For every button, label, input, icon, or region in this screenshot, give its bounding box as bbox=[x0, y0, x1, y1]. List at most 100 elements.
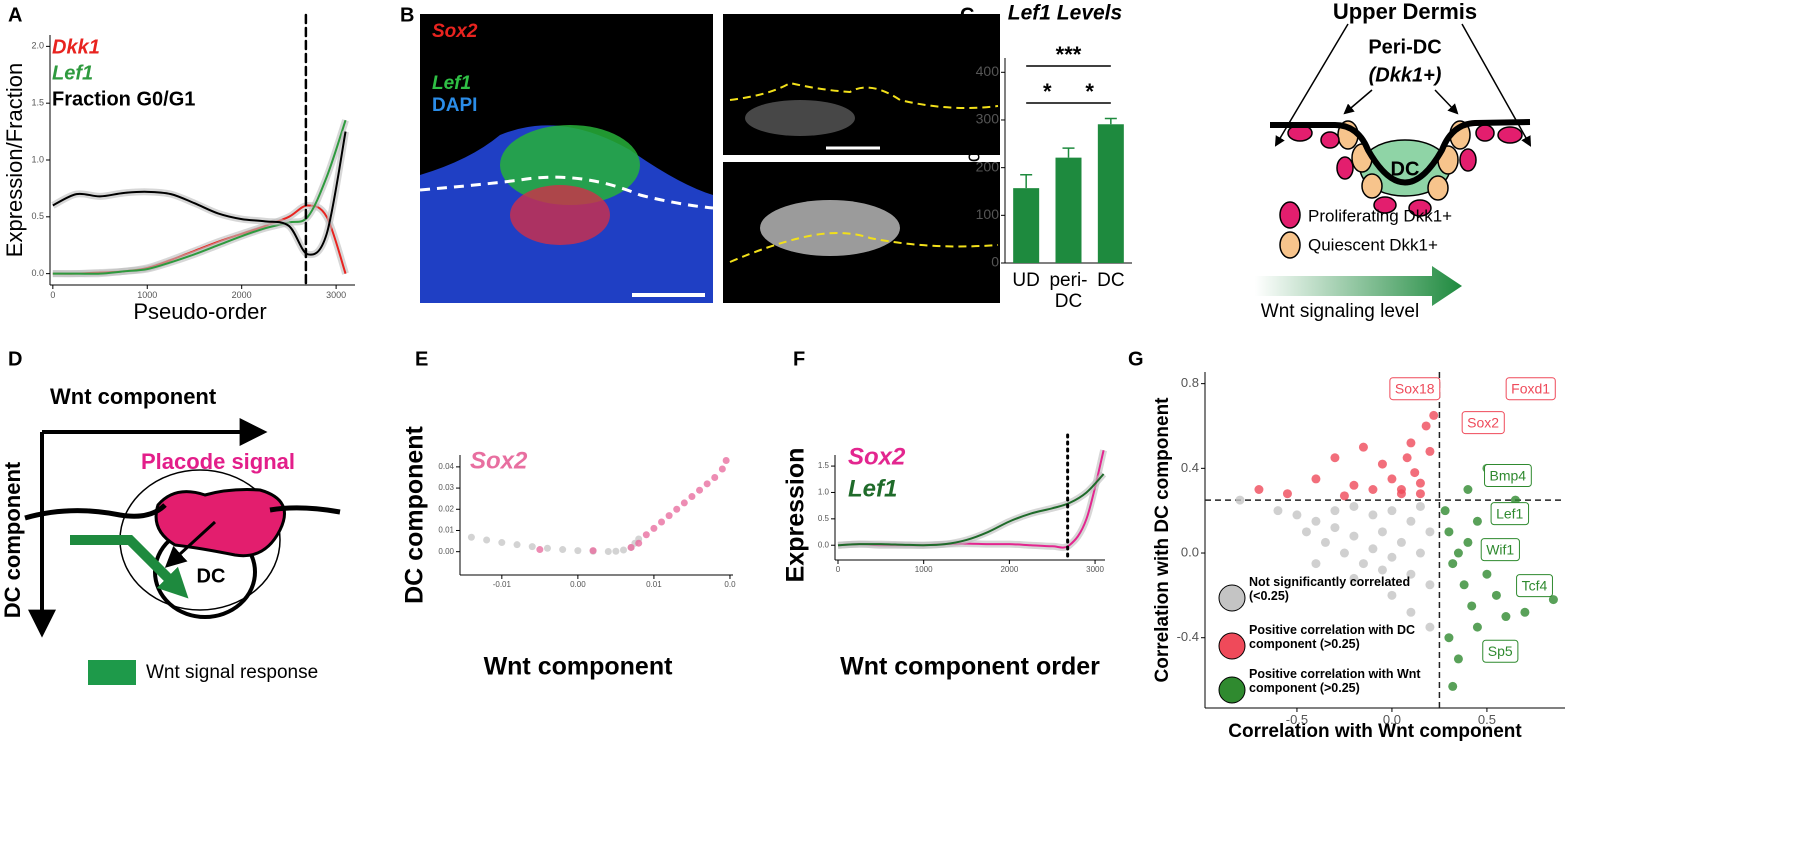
y-tick-label: 0 bbox=[991, 254, 999, 270]
x-tick-label: 1000 bbox=[915, 565, 933, 574]
arrow bbox=[1343, 89, 1373, 115]
point bbox=[1311, 559, 1321, 569]
point bbox=[1440, 506, 1450, 516]
panel-label: A bbox=[8, 4, 22, 26]
point bbox=[543, 544, 551, 552]
legend-label: Positive correlation with Wnt component … bbox=[1249, 668, 1421, 695]
arrow bbox=[164, 520, 217, 568]
point bbox=[1254, 485, 1264, 495]
x-axis-label: Pseudo-order bbox=[133, 299, 266, 324]
image-lef1-top bbox=[723, 14, 1000, 155]
significance-label: * bbox=[1043, 79, 1052, 104]
panel-label: F bbox=[793, 348, 805, 370]
diagram-label: Placode signal bbox=[141, 449, 295, 474]
y-tick-label: -0.4 bbox=[1177, 629, 1199, 644]
point bbox=[722, 457, 730, 465]
point bbox=[1349, 573, 1359, 583]
point bbox=[1387, 552, 1397, 562]
gene-annotation: Sp5 bbox=[1488, 643, 1513, 659]
y-tick-label: 1.5 bbox=[31, 98, 44, 108]
gradient-arrow bbox=[1255, 266, 1462, 306]
bar bbox=[1055, 157, 1082, 263]
gradient-label: Wnt signaling level bbox=[1261, 301, 1419, 322]
point bbox=[1330, 453, 1340, 463]
gene-annotation: Sox18 bbox=[1395, 381, 1435, 397]
annotation-box bbox=[1516, 574, 1553, 598]
x-tick-label: 3000 bbox=[1086, 565, 1104, 574]
x-tick-label: 0.5 bbox=[1478, 712, 1496, 727]
point bbox=[1273, 506, 1283, 516]
x-tick-label: 3000 bbox=[326, 290, 346, 300]
point bbox=[536, 546, 544, 554]
point bbox=[1448, 559, 1458, 569]
legend-label: Fraction G0/G1 bbox=[52, 88, 195, 110]
legend-label: Positive correlation with DC component (… bbox=[1249, 624, 1416, 651]
annotation-box bbox=[1505, 377, 1556, 401]
axis-label: Wnt component bbox=[50, 384, 217, 409]
point bbox=[1444, 633, 1454, 643]
epidermis-line bbox=[24, 503, 341, 521]
annotation-box bbox=[1480, 538, 1520, 562]
lef1-region bbox=[500, 125, 640, 205]
x-tick-label-box: peri-DC bbox=[1049, 271, 1087, 312]
point bbox=[1453, 654, 1463, 664]
y-tick-label: 0.0 bbox=[818, 540, 830, 549]
legend-label-box: Not significantly correlated (<0.25) bbox=[1249, 576, 1410, 603]
y-tick-label: 1.0 bbox=[31, 154, 44, 164]
y-tick-label: 0.00 bbox=[438, 547, 454, 556]
y-tick-label: 1.0 bbox=[818, 488, 830, 497]
y-tick-label: 0.0 bbox=[1181, 544, 1199, 559]
x-tick-label: 2000 bbox=[232, 290, 252, 300]
y-tick-label: 200 bbox=[976, 158, 1000, 174]
annotation-box bbox=[1484, 464, 1532, 488]
point bbox=[1425, 446, 1435, 456]
panel-label: G bbox=[1128, 348, 1144, 370]
y-tick-label: 100 bbox=[976, 206, 1000, 222]
point bbox=[1425, 622, 1435, 632]
point bbox=[1377, 565, 1387, 575]
gene-label: Sox2 bbox=[470, 447, 528, 474]
x-tick-label: 0.01 bbox=[646, 580, 662, 589]
signal-region bbox=[760, 200, 900, 256]
legend-swatch bbox=[1218, 584, 1246, 612]
point bbox=[1501, 612, 1511, 622]
x-tick-label: -0.01 bbox=[493, 580, 512, 589]
point bbox=[658, 518, 666, 526]
legend-label: Proliferating Dkk1+ bbox=[1308, 206, 1452, 225]
point bbox=[1330, 523, 1340, 533]
point bbox=[635, 539, 643, 547]
point bbox=[1368, 510, 1378, 520]
micrographs: B Sox2 Lef1 DAPI bbox=[400, 4, 1000, 303]
x-tick-label: 0 bbox=[50, 290, 55, 300]
annotation-box bbox=[1490, 502, 1530, 526]
point bbox=[1292, 510, 1302, 520]
y-axis-label: Correlation with DC component bbox=[1152, 397, 1173, 683]
legend-label-box: Positive correlation with DC component (… bbox=[1249, 624, 1416, 651]
epidermis-line bbox=[1270, 119, 1531, 186]
point bbox=[1472, 516, 1482, 526]
point bbox=[703, 480, 711, 488]
point bbox=[1301, 527, 1311, 537]
legend-swatch bbox=[88, 660, 136, 685]
y-tick-label: 1.5 bbox=[818, 461, 830, 470]
annotation-box bbox=[1482, 639, 1519, 663]
point bbox=[1415, 501, 1425, 511]
point bbox=[1415, 478, 1425, 488]
point bbox=[1429, 410, 1439, 420]
dc-label: DC bbox=[1391, 158, 1420, 180]
point bbox=[711, 473, 719, 481]
x-tick-label: -0.5 bbox=[1286, 712, 1308, 727]
point bbox=[1410, 468, 1420, 478]
bar bbox=[1013, 188, 1040, 263]
y-tick-label: 300 bbox=[976, 111, 1000, 127]
gene-annotation: Foxd1 bbox=[1511, 381, 1550, 397]
y-axis-label: DC component bbox=[401, 425, 429, 603]
point bbox=[1368, 544, 1378, 554]
point bbox=[1330, 506, 1340, 516]
point bbox=[498, 539, 506, 547]
stain-label: Sox2 bbox=[432, 21, 478, 42]
legend-swatch bbox=[1218, 632, 1246, 660]
point bbox=[612, 547, 620, 555]
diagram-label: Peri-DC bbox=[1368, 36, 1441, 58]
arrow bbox=[1434, 89, 1459, 115]
